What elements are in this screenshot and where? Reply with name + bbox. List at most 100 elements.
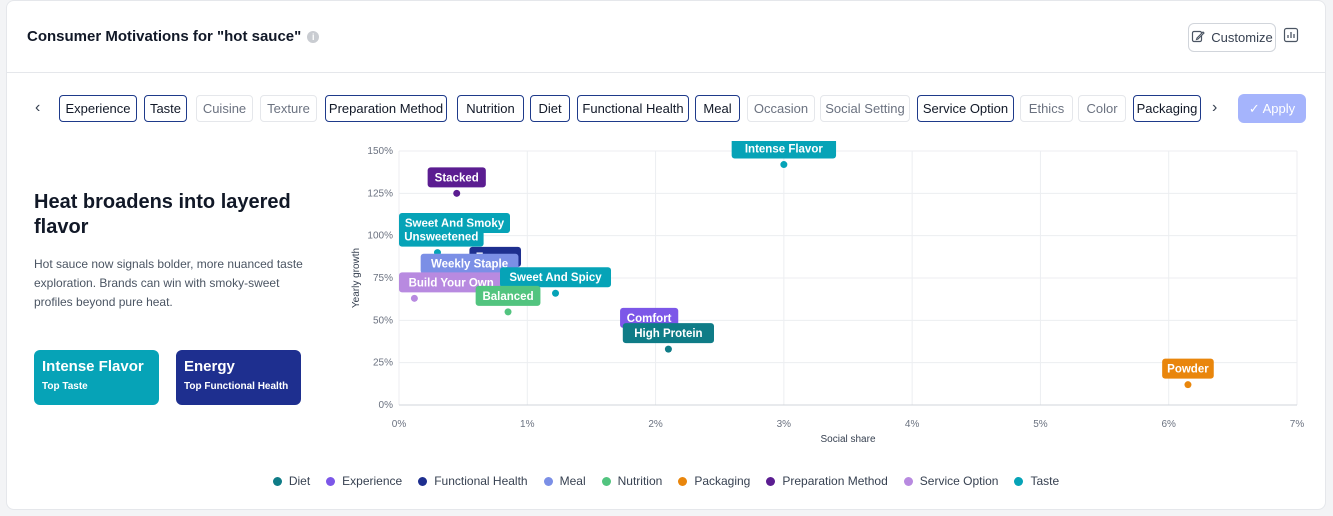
legend-dot-icon xyxy=(326,476,336,486)
filter-chip[interactable]: Cuisine xyxy=(196,95,253,122)
x-axis-label: Social share xyxy=(820,434,875,445)
filter-bar: ‹ Experience Taste Cuisine Texture Preparati… xyxy=(7,93,1325,123)
legend-item[interactable]: Taste xyxy=(1014,474,1059,488)
point-label-bg xyxy=(500,267,612,288)
info-icon[interactable]: i xyxy=(307,31,320,44)
point-label[interactable]: Build Your Own xyxy=(409,277,494,289)
point-label-bg xyxy=(1162,358,1214,379)
legend-item[interactable]: Packaging xyxy=(678,474,750,488)
point-label[interactable]: Sweet And Spicy xyxy=(509,272,602,284)
legend-label: Taste xyxy=(1030,474,1060,488)
point-label[interactable]: High Protein xyxy=(634,328,702,340)
y-tick-label: 50% xyxy=(373,315,393,326)
data-point[interactable] xyxy=(780,161,788,169)
data-point[interactable] xyxy=(453,189,461,197)
chevron-left-icon[interactable]: ‹ xyxy=(35,99,41,116)
legend-item[interactable]: Service Option xyxy=(903,474,999,488)
y-tick-label: 150% xyxy=(367,146,393,157)
top-taste-tile[interactable]: Intense Flavor Top Taste xyxy=(34,350,159,405)
point-label[interactable]: Stacked xyxy=(435,172,479,184)
legend-item[interactable]: Diet xyxy=(272,474,311,488)
edit-icon xyxy=(1191,29,1206,46)
x-tick-label: 0% xyxy=(392,419,407,430)
legend-label: Experience xyxy=(342,474,403,488)
legend-label: Diet xyxy=(288,474,311,488)
filter-chip[interactable]: Ethics xyxy=(1020,95,1073,122)
legend-item[interactable]: Nutrition xyxy=(601,474,663,488)
page-title: Consumer Motivations for "hot sauce" i xyxy=(27,28,320,45)
legend-label: Nutrition xyxy=(617,474,663,488)
data-point[interactable] xyxy=(552,289,560,297)
filter-chip[interactable]: Nutrition xyxy=(457,95,524,122)
point-label-bg xyxy=(399,226,484,247)
motivations-card: Consumer Motivations for "hot sauce" i Cu… xyxy=(6,0,1326,510)
filter-chip[interactable]: Social Setting xyxy=(820,95,910,122)
legend-item[interactable]: Functional Health xyxy=(418,474,528,488)
insight-headline: Heat broadens into layered flavor xyxy=(34,191,291,238)
legend-item[interactable]: Experience xyxy=(326,474,402,488)
x-tick-label: 6% xyxy=(1161,419,1176,430)
apply-button[interactable]: ✓ Apply xyxy=(1238,94,1306,123)
filter-chip[interactable]: Functional Health xyxy=(577,95,689,122)
x-tick-label: 7% xyxy=(1290,419,1305,430)
legend-item[interactable]: Preparation Method xyxy=(766,474,888,488)
check-icon: ✓ xyxy=(1248,101,1263,116)
legend-dot-icon xyxy=(678,476,688,486)
y-tick-label: 25% xyxy=(373,358,393,369)
scatter-chart: 0% 1% 2% 3% 4% 5% 6% 7% 0% 25% 50% 75% 100% 125% 150% S… xyxy=(351,141,1305,445)
point-label[interactable]: Weekly Staple xyxy=(431,259,508,271)
filter-chip[interactable]: Preparation Method xyxy=(325,95,447,122)
chart-legend: Diet Experience Functional Health Meal Nutri… xyxy=(7,474,1325,488)
point-label-bg xyxy=(622,323,714,344)
filter-chip[interactable]: Packaging xyxy=(1133,95,1201,122)
point-label[interactable]: Unsweetened xyxy=(404,232,478,244)
x-tick-label: 2% xyxy=(648,419,663,430)
x-tick-label: 4% xyxy=(905,419,920,430)
filter-chip[interactable]: Diet xyxy=(530,95,570,122)
legend-item[interactable]: Meal xyxy=(543,474,586,488)
y-tick-label: 75% xyxy=(373,273,393,284)
x-tick-label: 3% xyxy=(777,419,792,430)
filter-chip[interactable]: Service Option xyxy=(917,95,1014,122)
legend-label: Service Option xyxy=(919,474,999,488)
legend-dot-icon xyxy=(543,476,553,486)
legend-label: Packaging xyxy=(694,474,751,488)
x-tick-label: 1% xyxy=(520,419,535,430)
point-label-bg xyxy=(475,285,541,306)
legend-dot-icon xyxy=(1014,476,1024,486)
point-label[interactable]: Comfort xyxy=(627,313,672,325)
filter-chip[interactable]: Color xyxy=(1078,95,1126,122)
customize-button[interactable]: Customize xyxy=(1188,23,1276,52)
top-functional-health-tile[interactable]: Energy Top Functional Health xyxy=(176,350,301,405)
x-tick-label: 5% xyxy=(1033,419,1048,430)
bar-chart-icon[interactable] xyxy=(1283,27,1303,47)
y-tick-label: 100% xyxy=(367,231,393,242)
filter-chip[interactable]: Texture xyxy=(260,95,317,122)
y-tick-label: 125% xyxy=(367,188,393,199)
legend-dot-icon xyxy=(766,476,776,486)
data-point[interactable] xyxy=(504,308,512,316)
point-label[interactable]: Powder xyxy=(1167,364,1209,376)
legend-dot-icon xyxy=(903,476,913,486)
data-point[interactable] xyxy=(664,345,672,353)
apply-label: Apply xyxy=(1262,101,1296,116)
tile-name: Energy xyxy=(184,358,235,375)
filter-chip[interactable]: Meal xyxy=(695,95,740,122)
chevron-right-icon[interactable]: › xyxy=(1212,99,1218,116)
y-tick-label: 0% xyxy=(379,400,394,411)
point-label[interactable]: Balanced xyxy=(482,291,533,303)
data-point[interactable] xyxy=(1184,381,1192,389)
y-axis-label: Yearly growth xyxy=(351,248,362,308)
legend-label: Preparation Method xyxy=(782,474,888,488)
tile-name: Intense Flavor xyxy=(42,358,144,375)
point-label[interactable]: Intense Flavor xyxy=(745,144,823,156)
filter-chip[interactable]: Taste xyxy=(144,95,187,122)
point-label-bg xyxy=(427,167,486,188)
point-label-bg xyxy=(620,307,679,328)
card-header: Consumer Motivations for "hot sauce" i Cu… xyxy=(7,1,1325,73)
filter-chip[interactable]: Experience xyxy=(59,95,137,122)
customize-label: Customize xyxy=(1211,30,1273,45)
data-point[interactable] xyxy=(410,294,418,302)
filter-chip[interactable]: Occasion xyxy=(747,95,815,122)
insight-description: Hot sauce now signals bolder, more nuanc… xyxy=(34,257,303,309)
